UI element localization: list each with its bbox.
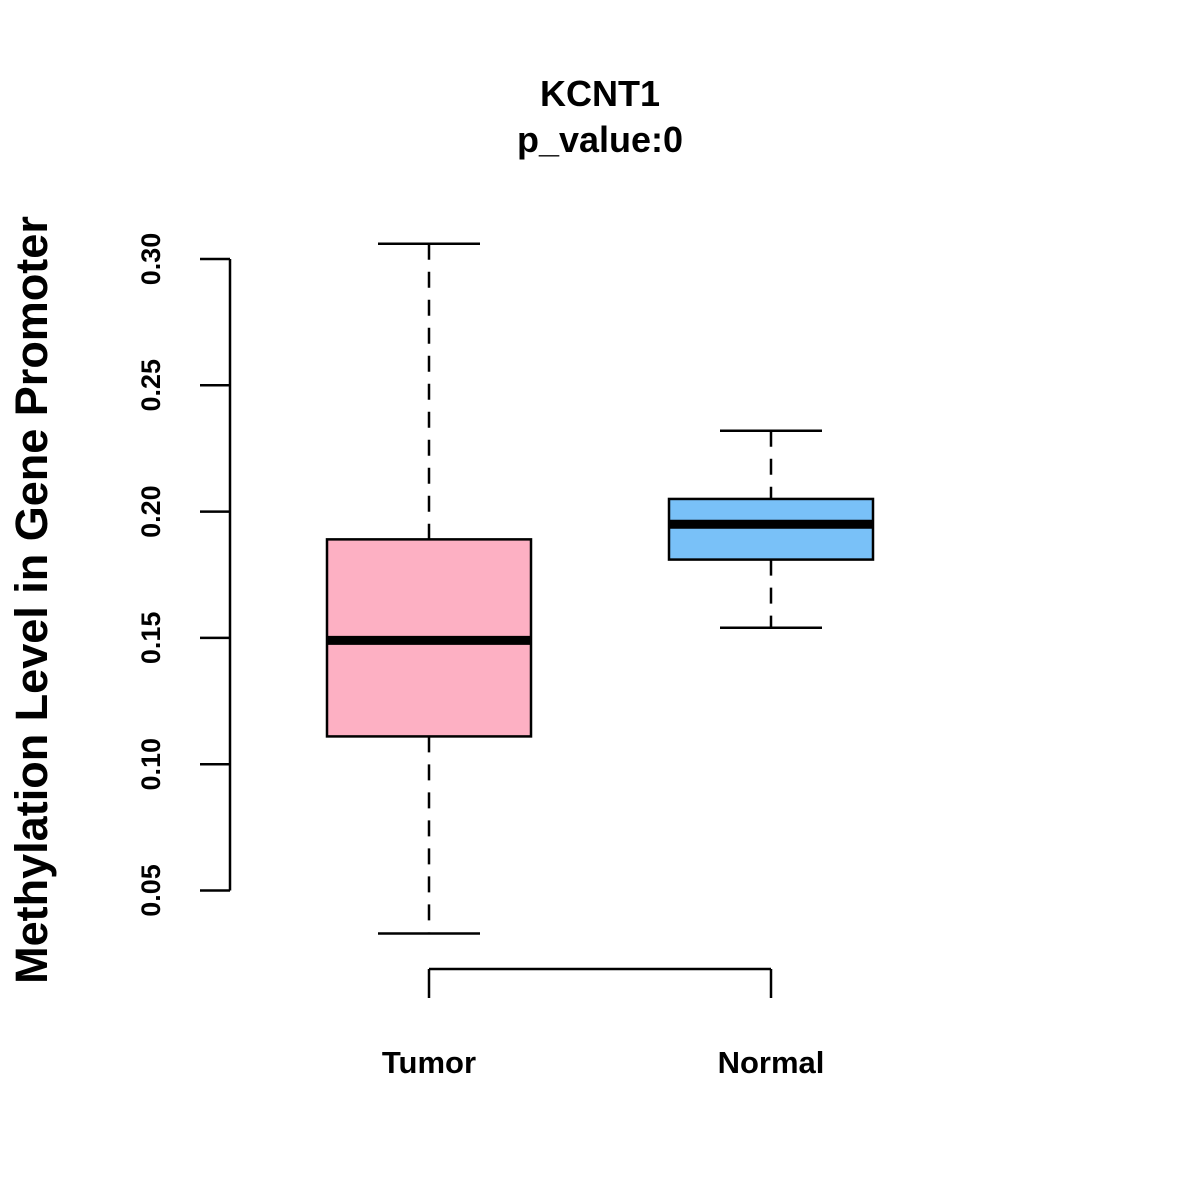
box-tumor xyxy=(325,242,533,935)
y-tick-label: 0.20 xyxy=(136,485,166,538)
y-axis-label: Methylation Level in Gene Promoter xyxy=(6,216,57,984)
x-category-label: Tumor xyxy=(382,1045,476,1080)
y-tick-label: 0.15 xyxy=(136,612,166,665)
y-tick-label: 0.10 xyxy=(136,738,166,791)
box-normal xyxy=(667,429,875,630)
chart-title: KCNT1 xyxy=(540,73,660,114)
y-axis: 0.05 0.10 0.15 0.20 0.25 0.30 xyxy=(136,233,232,917)
boxes-group xyxy=(325,242,875,935)
x-axis: Tumor Normal xyxy=(382,967,825,1080)
y-tick-label: 0.25 xyxy=(136,359,166,412)
box-iqr xyxy=(667,497,875,561)
x-category-label: Normal xyxy=(718,1045,825,1080)
y-tick-label: 0.05 xyxy=(136,864,166,917)
y-tick-label: 0.30 xyxy=(136,233,166,286)
chart-subtitle: p_value:0 xyxy=(517,119,683,160)
